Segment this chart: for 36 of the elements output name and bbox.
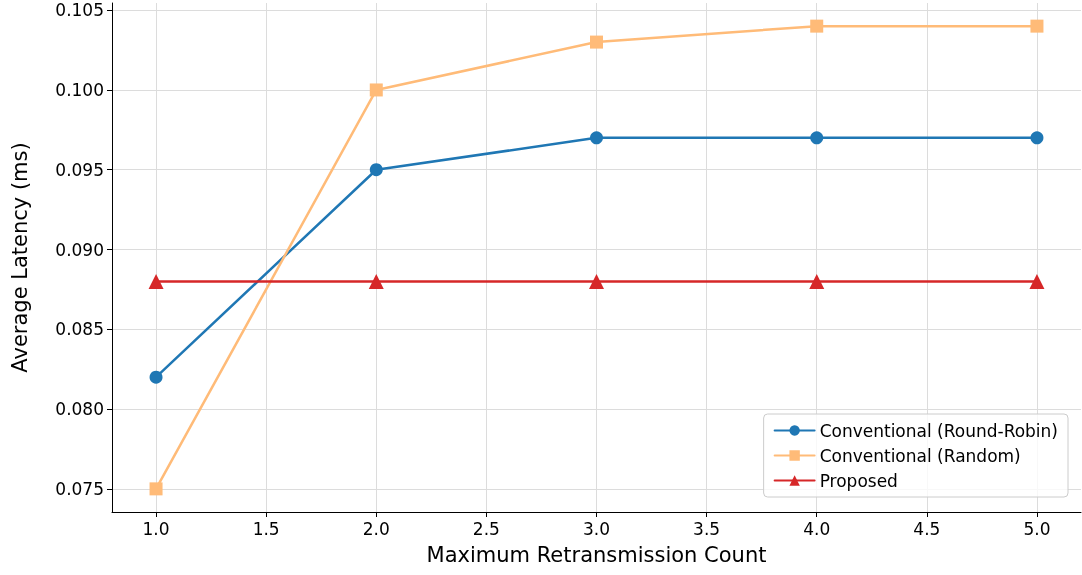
point — [369, 83, 383, 97]
point — [1029, 273, 1045, 289]
point — [369, 163, 383, 177]
y-tick-label: 0.075 — [55, 478, 104, 499]
x-tick-label: 1.0 — [142, 518, 170, 539]
point — [148, 273, 164, 289]
legend-label: Conventional (Round-Robin) — [819, 420, 1058, 441]
point — [809, 273, 825, 289]
x-tick-label: 1.5 — [252, 518, 280, 539]
x-tick-label: 3.0 — [582, 518, 611, 539]
legend-label: Proposed — [819, 470, 898, 491]
y-tick-label: 0.100 — [55, 79, 104, 100]
x-tick-label: 3.5 — [693, 518, 721, 539]
point — [1030, 131, 1044, 145]
point — [149, 370, 163, 384]
y-tick-label: 0.095 — [55, 159, 104, 180]
point — [149, 482, 163, 496]
y-tick-label: 0.080 — [55, 399, 104, 420]
x-tick-label: 4.0 — [803, 518, 831, 539]
legend-label: Conventional (Random) — [819, 445, 1021, 466]
point — [368, 273, 384, 289]
y-axis-title: Average Latency (ms) — [7, 142, 32, 373]
point — [810, 19, 824, 33]
x-tick-label: 2.5 — [472, 518, 500, 539]
x-tick-label: 5.0 — [1023, 518, 1051, 539]
x-axis-title: Maximum Retransmission Count — [426, 542, 767, 567]
y-tick-label: 0.085 — [55, 319, 104, 340]
point — [810, 131, 824, 145]
point — [590, 131, 603, 145]
point — [590, 35, 603, 49]
x-tick-label: 2.0 — [362, 518, 390, 539]
x-tick-label: 4.5 — [913, 518, 941, 539]
y-tick-label: 0.090 — [55, 239, 104, 260]
point — [589, 273, 604, 289]
point — [1030, 19, 1044, 33]
y-tick-label: 0.105 — [55, 0, 104, 21]
